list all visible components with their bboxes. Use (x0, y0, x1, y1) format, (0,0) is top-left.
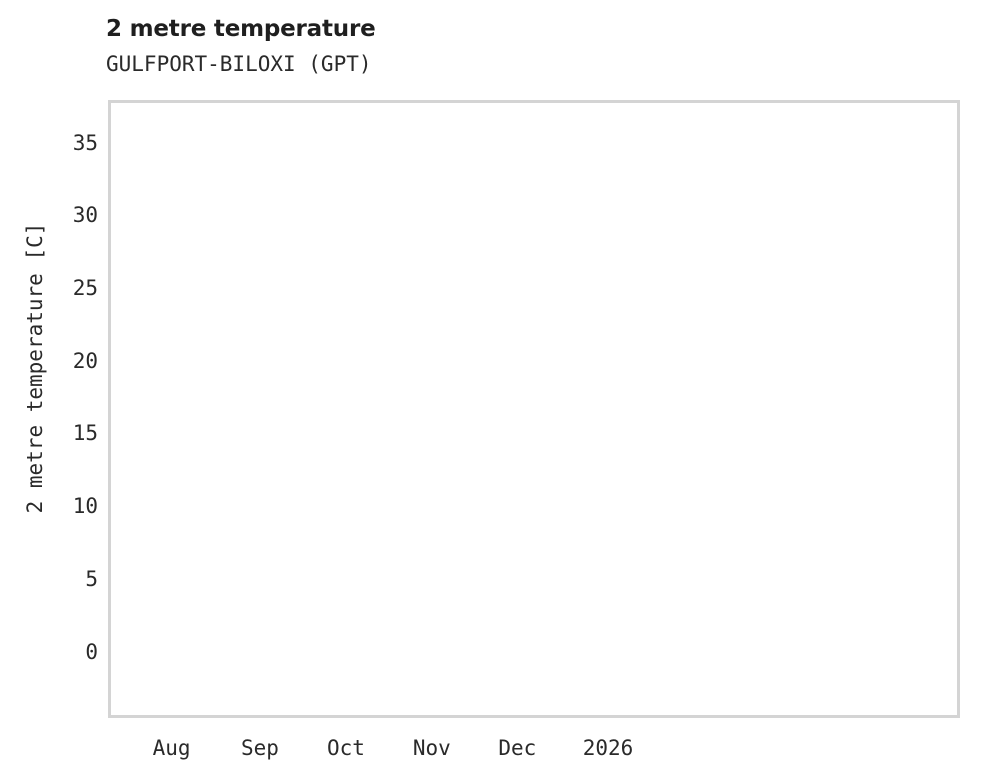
y-axis-ticks: 0 5 10 15 20 25 30 35 (0, 100, 98, 718)
plot-frame (108, 100, 960, 718)
y-tick-label: 10 (72, 494, 98, 519)
x-tick-label: 2026 (582, 736, 634, 760)
x-tick-label: Nov (412, 736, 451, 760)
x-axis-ticks: Aug Sep Oct Nov Dec 2026 (108, 736, 960, 770)
y-tick-label: 20 (72, 348, 98, 373)
y-tick-label: 0 (85, 639, 98, 664)
x-tick-label: Dec (498, 736, 537, 760)
chart-subtitle: GULFPORT-BILOXI (GPT) (106, 52, 372, 76)
y-tick-label: 30 (72, 203, 98, 228)
y-tick-label: 35 (72, 130, 98, 155)
x-tick-label: Aug (152, 736, 191, 760)
x-tick-label: Oct (326, 736, 365, 760)
y-tick-label: 15 (72, 421, 98, 446)
chart-title: 2 metre temperature (106, 16, 376, 42)
y-tick-label: 5 (85, 566, 98, 591)
x-tick-label: Sep (241, 736, 279, 760)
y-tick-label: 25 (72, 276, 98, 301)
plot-area (108, 100, 960, 718)
